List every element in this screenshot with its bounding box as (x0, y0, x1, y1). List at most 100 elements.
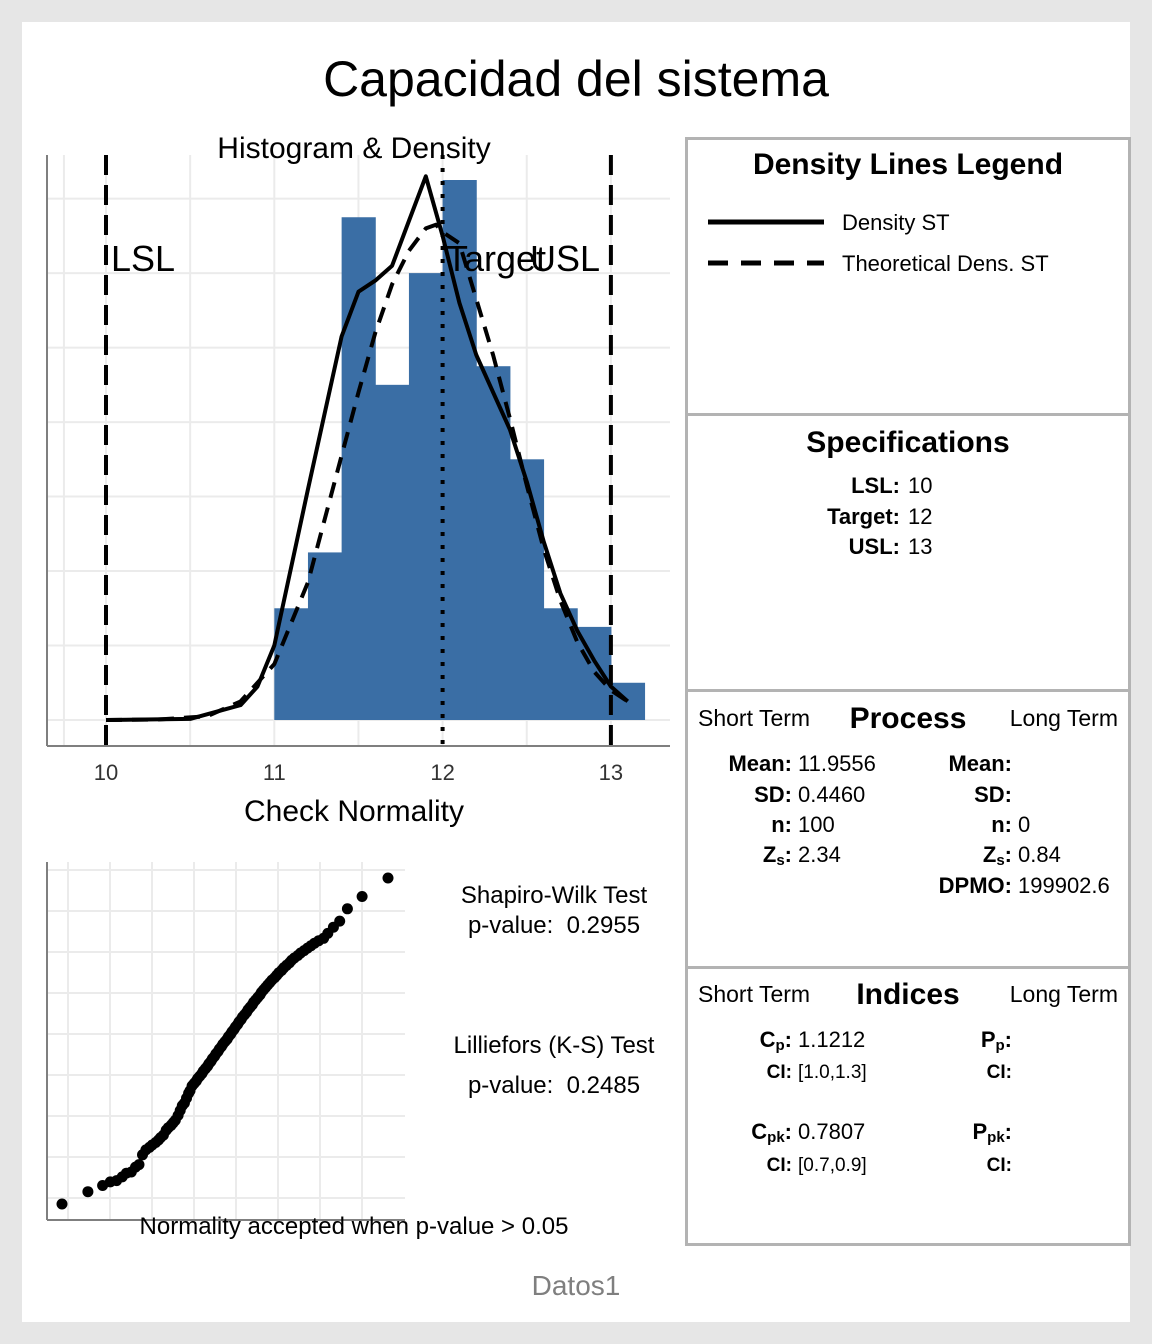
zs-subscript: s (776, 852, 785, 869)
shapiro-wilk-title: Shapiro-Wilk Test (460, 882, 648, 909)
st-sd-value: 0.4460 (798, 782, 866, 807)
cp-ci-value: [1.0,1.3] (798, 1062, 867, 1083)
cp-letter: C (759, 1027, 776, 1052)
histogram-subtitle: Histogram & Density (217, 132, 491, 165)
qq-point (382, 872, 394, 884)
lt-zs-value: 0.84 (1018, 842, 1061, 867)
histogram-bar (442, 180, 477, 720)
cp-ci-label: CI: (766, 1062, 792, 1083)
qq-point (341, 903, 353, 915)
histogram-bar (375, 384, 410, 720)
theoretical-density-line (105, 222, 629, 722)
x-tick-label: 11 (263, 760, 286, 785)
indices-title: Indices (856, 978, 960, 1011)
histogram-bar (610, 682, 646, 720)
report-title: Capacidad del sistema (323, 51, 829, 107)
legend-label: Theoretical Dens. ST (842, 251, 1049, 276)
usl-label: USL (530, 238, 601, 279)
lt-dpmo-label: DPMO: (938, 873, 1012, 898)
specifications-panel: Specifications LSL: 10 Target: 12 USL: 1… (685, 413, 1131, 693)
cpk-letter: C (751, 1119, 768, 1144)
legend-item-theoretical: Theoretical Dens. ST (706, 251, 1126, 283)
st-mean-value: 11.9556 (798, 751, 876, 776)
cpk-subscript: pk (767, 1129, 785, 1146)
qq-point (56, 1198, 68, 1210)
st-n-value: 100 (798, 812, 835, 837)
histogram-bar (341, 217, 376, 720)
specifications-title: Specifications (806, 426, 1010, 459)
lt-mean-label: Mean: (948, 751, 1012, 776)
legend-item-density-st: Density ST (706, 210, 1126, 242)
x-tick-label: 12 (430, 760, 454, 785)
report-footer: Datos1 (531, 1270, 621, 1301)
pp-ci-label: CI: (986, 1062, 1012, 1083)
indices-short-term: Short Term (698, 981, 811, 1007)
cp-label: Cp: (759, 1027, 792, 1054)
ppk-ci-label: CI: (986, 1155, 1012, 1176)
lt-zs-label: Zs: (982, 842, 1012, 869)
lilliefors-pvalue: p-value: 0.2485 (467, 1072, 641, 1099)
qq-point (133, 1159, 145, 1171)
st-mean-label: Mean: (728, 751, 792, 776)
cpk-ci-value: [0.7,0.9] (798, 1155, 867, 1176)
lilliefors-title: Lilliefors (K-S) Test (453, 1032, 655, 1059)
cpk-value: 0.7807 (798, 1119, 866, 1144)
shapiro-wilk-pvalue: p-value: 0.2955 (467, 912, 641, 939)
histogram-bar (509, 459, 545, 720)
lt-sd-label: SD: (974, 782, 1012, 807)
process-panel: Short Term Process Long Term Mean: 11.95… (685, 689, 1131, 970)
pp-label: Pp: (980, 1027, 1012, 1054)
histogram-bar (408, 273, 444, 720)
histogram-bar (307, 552, 343, 720)
lt-n-label: n: (991, 812, 1012, 837)
zs-letter: Z (762, 842, 777, 867)
solid-line-swatch (708, 219, 824, 225)
indices-long-term: Long Term (1009, 981, 1118, 1007)
zs-letter: Z (982, 842, 997, 867)
qq-point (334, 915, 346, 927)
cpk-ci-label: CI: (766, 1155, 792, 1176)
target-spec-label: Target: (827, 504, 900, 529)
cp-subscript: p (775, 1037, 785, 1054)
lsl-label: LSL (111, 238, 176, 279)
process-long-term: Long Term (1009, 705, 1118, 731)
process-short-term: Short Term (698, 705, 811, 731)
x-tick-label: 10 (94, 760, 118, 785)
target-label: Target (446, 238, 547, 279)
dashed-line-swatch (708, 260, 824, 266)
qq-point (356, 891, 368, 902)
cpk-label: Cpk: (751, 1119, 792, 1146)
cp-value: 1.1212 (798, 1027, 866, 1052)
lt-dpmo-value: 199902.6 (1018, 873, 1110, 898)
ppk-letter: P (972, 1119, 988, 1144)
legend-title: Density Lines Legend (752, 148, 1064, 181)
x-tick-label: 13 (599, 760, 623, 785)
legend-label: Density ST (842, 210, 950, 235)
pp-subscript: p (995, 1037, 1005, 1054)
usl-spec-label: USL: (848, 534, 900, 559)
histogram-xlabel: Check Normality (243, 795, 465, 828)
legend-panel: Density Lines Legend Density ST Theoreti… (685, 137, 1131, 417)
density-line (105, 174, 630, 722)
lsl-spec-value: 10 (908, 473, 933, 498)
st-zs-value: 2.34 (798, 842, 841, 867)
lsl-spec-label: LSL: (851, 473, 900, 498)
qq-point (82, 1186, 94, 1198)
st-sd-label: SD: (754, 782, 792, 807)
st-n-label: n: (771, 812, 792, 837)
histogram-bar (476, 366, 511, 720)
target-spec-value: 12 (908, 504, 933, 529)
lt-n-value: 0 (1018, 812, 1031, 837)
normality-note: Normality accepted when p-value > 0.05 (139, 1213, 569, 1240)
ppk-subscript: pk (987, 1129, 1005, 1146)
ppk-label: Ppk: (972, 1119, 1012, 1146)
zs-subscript: s (996, 852, 1005, 869)
indices-panel: Short Term Indices Long Term Cp: 1.1212 … (685, 966, 1131, 1246)
pp-letter: P (980, 1027, 996, 1052)
process-title: Process (849, 702, 967, 735)
st-zs-label: Zs: (762, 842, 792, 869)
qq-plot (46, 862, 405, 1221)
usl-spec-value: 13 (908, 534, 933, 559)
